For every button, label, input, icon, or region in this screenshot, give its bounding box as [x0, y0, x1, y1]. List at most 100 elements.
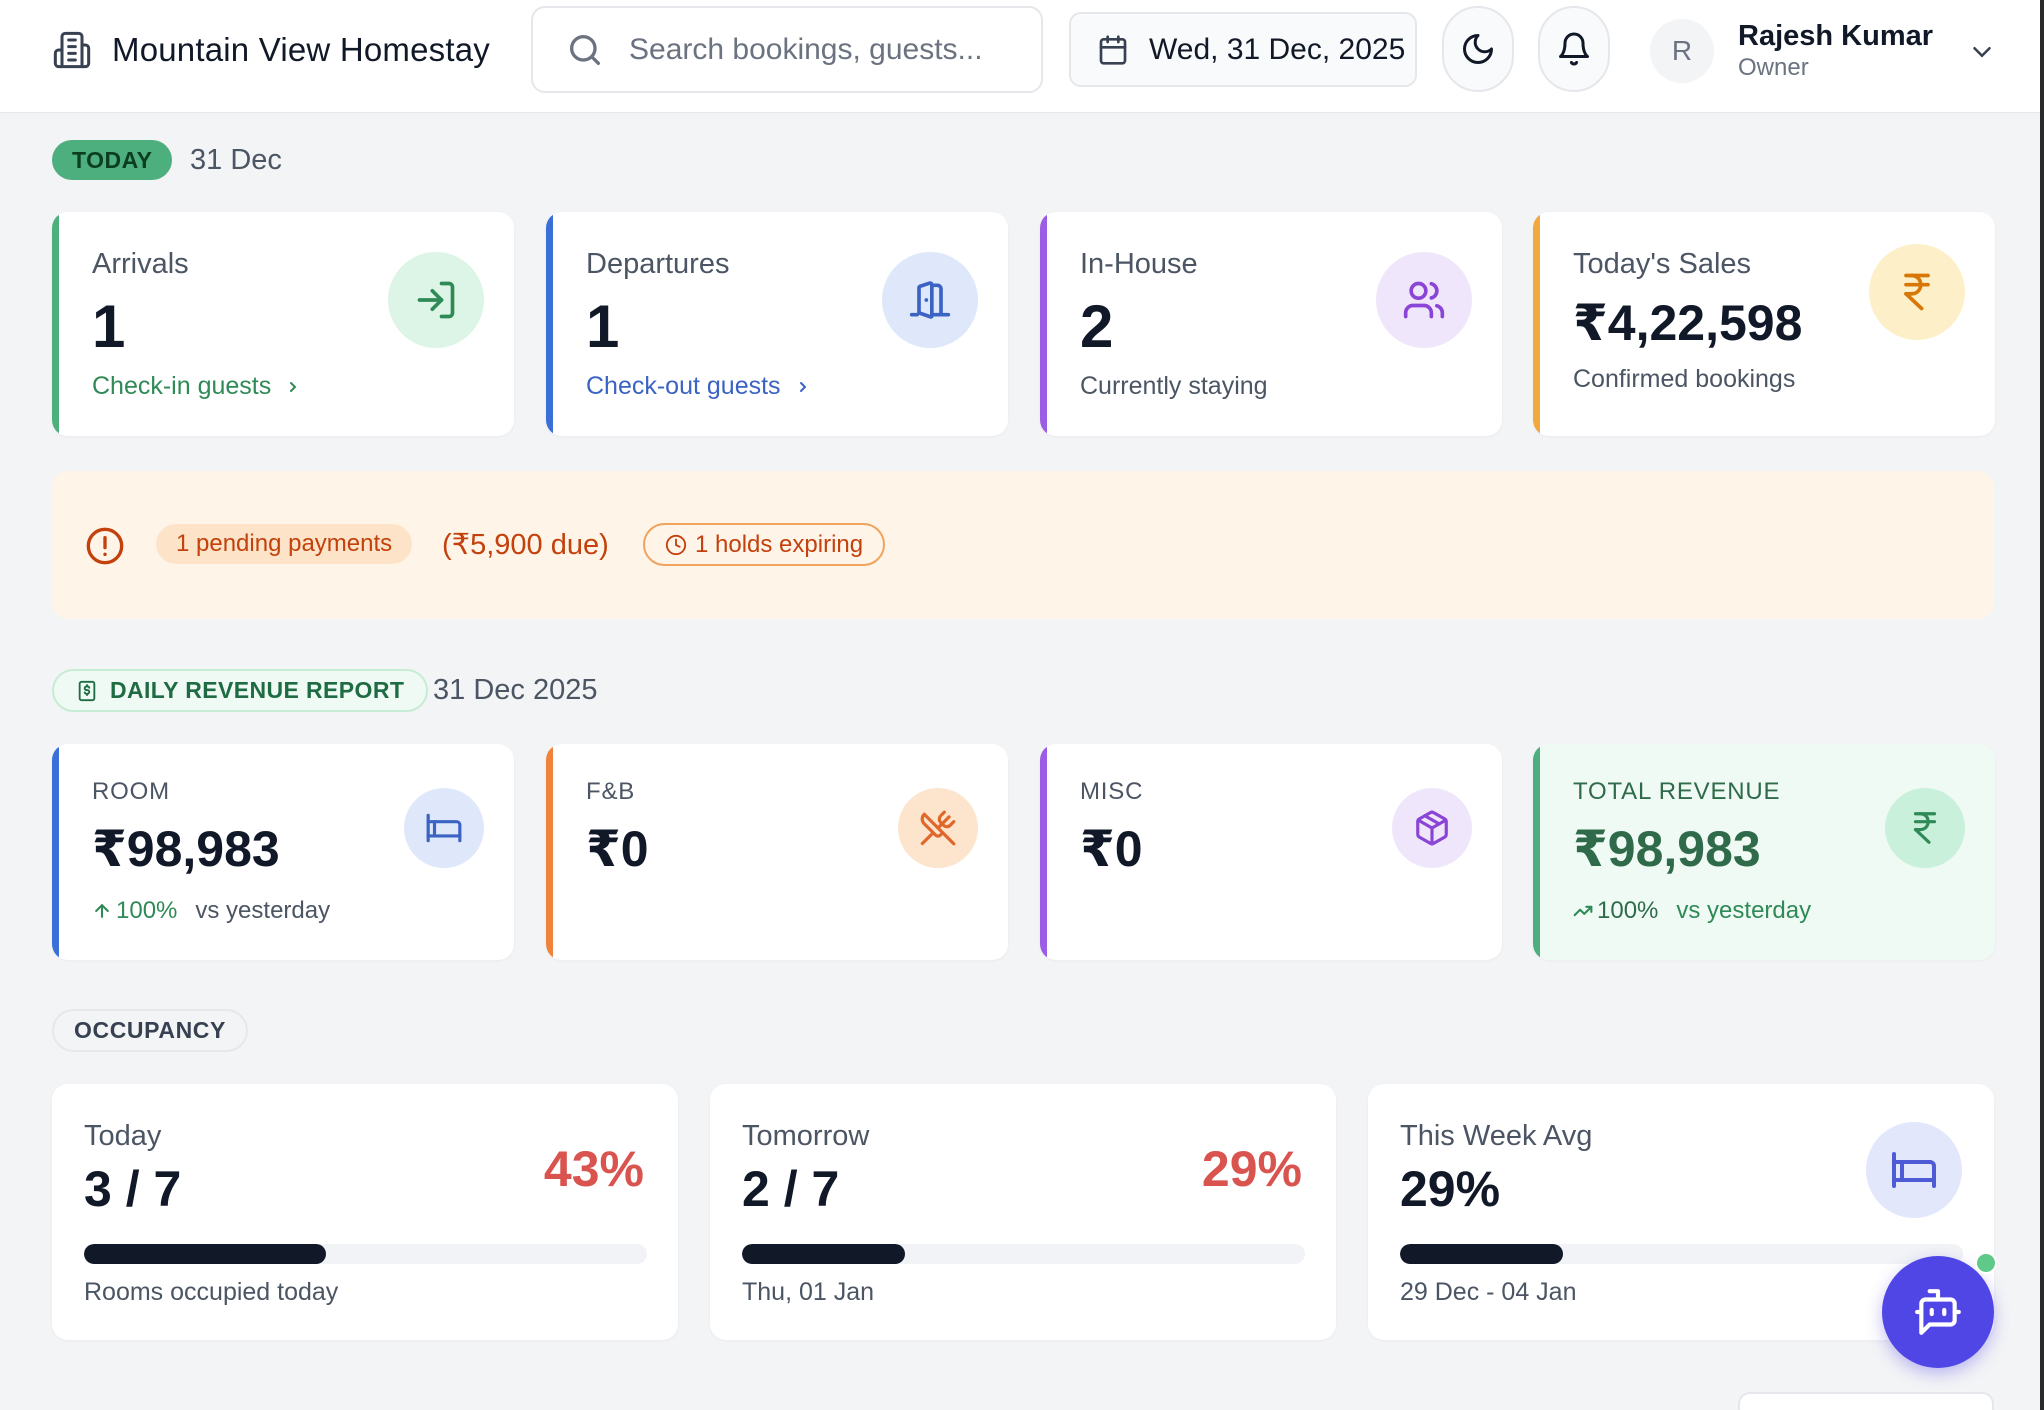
card-sub: Currently staying: [1080, 372, 1268, 400]
clock-icon: [665, 534, 687, 556]
amount-due: (₹5,900 due): [442, 529, 609, 561]
alert-banner: 1 pending payments (₹5,900 due) 1 holds …: [52, 471, 1994, 619]
card-accent: [546, 744, 553, 960]
card-label: Today: [84, 1120, 162, 1152]
progress-bar: [84, 1244, 647, 1264]
progress-fill: [84, 1244, 327, 1264]
card-sub: 29 Dec - 04 Jan: [1400, 1278, 1577, 1306]
trend-pct: 100%: [1597, 897, 1659, 924]
notifications-button[interactable]: [1538, 6, 1610, 92]
date-picker[interactable]: Wed, 31 Dec, 2025: [1069, 12, 1417, 87]
theme-toggle-button[interactable]: [1442, 6, 1514, 92]
card-value: ₹98,983: [92, 821, 280, 877]
pending-payments-chip[interactable]: 1 pending payments: [156, 524, 413, 564]
card-value: ₹4,22,598: [1573, 295, 1803, 351]
card-sub: Thu, 01 Jan: [742, 1278, 875, 1306]
alert-circle-icon: [85, 526, 125, 566]
trend-pct: 100%: [116, 897, 178, 924]
total-revenue-card[interactable]: TOTAL REVENUE ₹98,983 100% vs yesterday: [1533, 744, 1995, 960]
card-accent: [1533, 212, 1540, 436]
misc-revenue-card[interactable]: MISC ₹0: [1040, 744, 1502, 960]
card-label: MISC: [1080, 778, 1144, 805]
occupancy-week-card[interactable]: This Week Avg 29% 29 Dec - 04 Jan: [1368, 1084, 1994, 1340]
todays-sales-card[interactable]: Today's Sales ₹4,22,598 Confirmed bookin…: [1533, 212, 1995, 436]
bed-icon: [1866, 1122, 1962, 1218]
card-value: 2: [1080, 293, 1114, 360]
holds-expiring-chip[interactable]: 1 holds expiring: [643, 523, 886, 566]
card-value: 2 / 7: [742, 1161, 840, 1217]
card-label: ROOM: [92, 778, 170, 805]
card-value: 1: [586, 293, 620, 360]
chevron-down-icon: [1967, 37, 1997, 67]
occupancy-pct: 43%: [543, 1141, 644, 1197]
bottom-card-peek: [1738, 1392, 1994, 1410]
user-name: Rajesh Kumar: [1738, 20, 1934, 52]
bot-icon: [1913, 1287, 1963, 1337]
search-icon: [565, 30, 605, 70]
link-label: Check-out guests: [586, 372, 781, 400]
occupancy-today-card[interactable]: Today 3 / 7 43% Rooms occupied today: [52, 1084, 678, 1340]
departures-card[interactable]: Departures 1 Check-out guests: [546, 212, 1008, 436]
link-label: Check-in guests: [92, 372, 272, 400]
bell-icon: [1556, 31, 1592, 67]
fnb-revenue-card[interactable]: F&B ₹0: [546, 744, 1008, 960]
occupancy-pct: 29%: [1201, 1141, 1302, 1197]
room-revenue-card[interactable]: ROOM ₹98,983 100% vs yesterday: [52, 744, 514, 960]
package-icon: [1392, 788, 1472, 868]
user-menu[interactable]: R Rajesh Kumar Owner: [1650, 14, 1997, 88]
current-date: Wed, 31 Dec, 2025: [1149, 32, 1406, 66]
card-value: ₹0: [1080, 821, 1143, 877]
today-date: 31 Dec: [190, 144, 282, 176]
card-label: Departures: [586, 248, 730, 280]
door-open-icon: [882, 252, 978, 348]
bed-icon: [404, 788, 484, 868]
occupancy-badge: OCCUPANCY: [52, 1009, 248, 1052]
login-icon: [388, 252, 484, 348]
rupee-icon: [1869, 244, 1965, 340]
card-accent: [52, 212, 59, 436]
badge-label: DAILY REVENUE REPORT: [110, 677, 405, 703]
card-accent: [1040, 744, 1047, 960]
card-value: 29%: [1400, 1161, 1501, 1217]
trend: 100% vs yesterday: [1573, 897, 1811, 925]
users-icon: [1376, 252, 1472, 348]
search-box[interactable]: [531, 6, 1043, 93]
progress-bar: [1400, 1244, 1963, 1264]
calendar-icon: [1097, 34, 1129, 66]
user-role: Owner: [1738, 54, 1809, 81]
trending-up-icon: [1573, 901, 1593, 921]
card-value: ₹0: [586, 821, 649, 877]
progress-fill: [1400, 1244, 1564, 1264]
chevron-right-icon: [795, 379, 811, 395]
brand-title: Mountain View Homestay: [112, 31, 490, 68]
card-label: This Week Avg: [1400, 1120, 1593, 1152]
receipt-icon: [76, 680, 98, 702]
in-house-card[interactable]: In-House 2 Currently staying: [1040, 212, 1502, 436]
assistant-bot-button[interactable]: [1882, 1256, 1994, 1368]
occupancy-tomorrow-card[interactable]: Tomorrow 2 / 7 29% Thu, 01 Jan: [710, 1084, 1336, 1340]
card-accent: [1533, 744, 1540, 960]
check-out-link[interactable]: Check-out guests: [586, 372, 811, 401]
card-accent: [546, 212, 553, 436]
arrivals-card[interactable]: Arrivals 1 Check-in guests: [52, 212, 514, 436]
trend: 100% vs yesterday: [92, 897, 330, 925]
card-label: Today's Sales: [1573, 248, 1752, 280]
card-value: ₹98,983: [1573, 821, 1761, 877]
brand[interactable]: Mountain View Homestay: [52, 30, 490, 70]
avatar: R: [1650, 19, 1714, 83]
card-label: Tomorrow: [742, 1120, 870, 1152]
chevron-right-icon: [285, 379, 301, 395]
daily-revenue-badge: DAILY REVENUE REPORT: [52, 669, 429, 712]
search-input[interactable]: [629, 32, 1029, 67]
card-value: 3 / 7: [84, 1161, 182, 1217]
card-accent: [52, 744, 59, 960]
card-label: In-House: [1080, 248, 1198, 280]
card-sub: Confirmed bookings: [1573, 365, 1796, 393]
online-status-dot: [1975, 1252, 1997, 1274]
check-in-link[interactable]: Check-in guests: [92, 372, 301, 401]
moon-icon: [1460, 31, 1496, 67]
progress-bar: [742, 1244, 1305, 1264]
card-label: TOTAL REVENUE: [1573, 778, 1781, 805]
arrow-up-icon: [92, 901, 112, 921]
card-value: 1: [92, 293, 126, 360]
